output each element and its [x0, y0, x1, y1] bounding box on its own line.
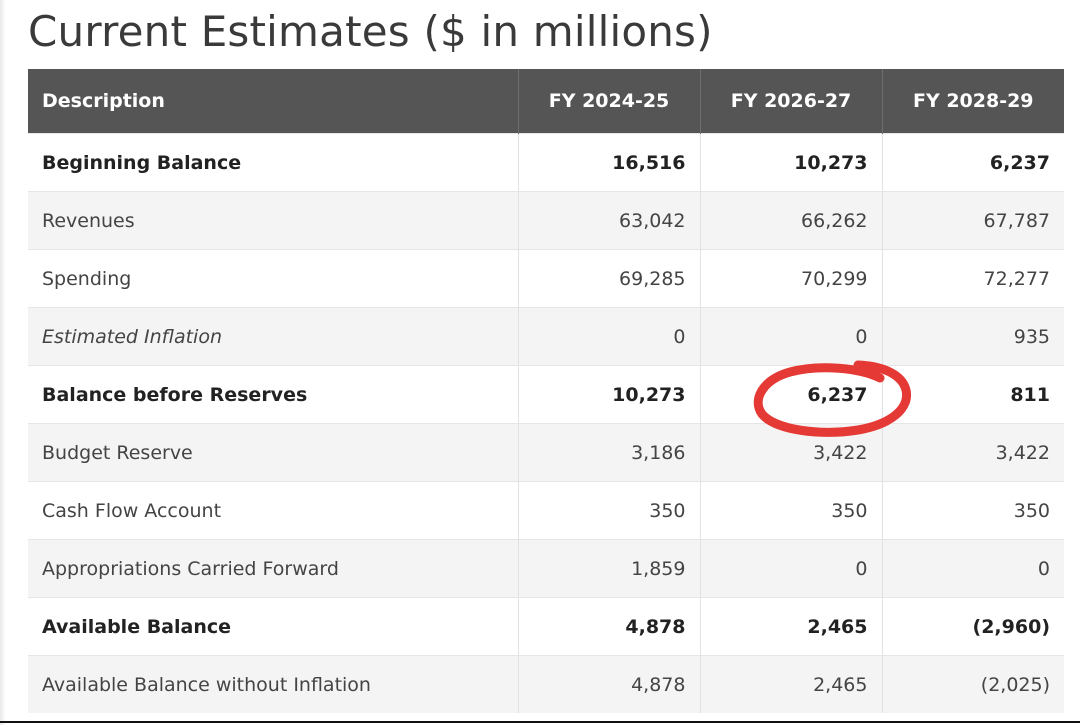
row-label: Balance before Reserves	[28, 365, 518, 424]
cell-value: 72,277	[881, 249, 1064, 308]
left-edge-shadow	[0, 0, 6, 725]
row-label: Available Balance without Inflation	[28, 655, 518, 713]
cell-value: 10,273	[517, 365, 700, 424]
cell-value: 63,042	[517, 191, 700, 250]
cell-value: 350	[699, 481, 882, 540]
table-row: Beginning Balance 16,516 10,273 6,237	[28, 133, 1064, 192]
table-row: Estimated Inflation 0 0 935	[28, 307, 1064, 366]
cell-value: 2,465	[699, 597, 882, 656]
estimates-table: Description FY 2024-25 FY 2026-27 FY 202…	[28, 69, 1064, 713]
cell-value: 0	[517, 307, 700, 366]
row-label: Appropriations Carried Forward	[28, 539, 518, 598]
table-header-row: Description FY 2024-25 FY 2026-27 FY 202…	[28, 69, 1064, 134]
row-label: Available Balance	[28, 597, 518, 656]
table-row: Balance before Reserves 10,273 6,237 811	[28, 365, 1064, 424]
cell-value: 4,878	[517, 597, 700, 656]
cell-value: 0	[699, 307, 882, 366]
cell-value: 6,237	[881, 133, 1064, 192]
cell-value: 4,878	[517, 655, 700, 713]
column-header-description: Description	[28, 69, 518, 134]
cell-value: 3,186	[517, 423, 700, 482]
cell-value: 935	[881, 307, 1064, 366]
column-header-fy-2028-29: FY 2028-29	[881, 69, 1064, 134]
cell-value: 2,465	[699, 655, 882, 713]
cell-value: 3,422	[699, 423, 882, 482]
row-label: Budget Reserve	[28, 423, 518, 482]
table-row: Revenues 63,042 66,262 67,787	[28, 191, 1064, 250]
cell-value: 16,516	[517, 133, 700, 192]
row-label: Beginning Balance	[28, 133, 518, 192]
cell-value: 0	[699, 539, 882, 598]
page-title: Current Estimates ($ in millions)	[28, 7, 713, 56]
cell-value: 811	[881, 365, 1064, 424]
estimates-table-container: Description FY 2024-25 FY 2026-27 FY 202…	[28, 69, 1064, 713]
bottom-border-line	[0, 721, 1080, 723]
cell-value: 10,273	[699, 133, 882, 192]
cell-value: 70,299	[699, 249, 882, 308]
row-label: Spending	[28, 249, 518, 308]
row-label: Cash Flow Account	[28, 481, 518, 540]
table-row: Cash Flow Account 350 350 350	[28, 481, 1064, 540]
cell-value: 0	[881, 539, 1064, 598]
column-header-fy-2024-25: FY 2024-25	[517, 69, 700, 134]
table-row: Budget Reserve 3,186 3,422 3,422	[28, 423, 1064, 482]
table-row: Available Balance without Inflation 4,87…	[28, 655, 1064, 713]
column-header-fy-2026-27: FY 2026-27	[699, 69, 882, 134]
row-label: Revenues	[28, 191, 518, 250]
table-row: Available Balance 4,878 2,465 (2,960)	[28, 597, 1064, 656]
cell-value: 67,787	[881, 191, 1064, 250]
cell-value: 3,422	[881, 423, 1064, 482]
table-row: Spending 69,285 70,299 72,277	[28, 249, 1064, 308]
cell-value: 1,859	[517, 539, 700, 598]
cell-value: (2,025)	[881, 655, 1064, 713]
cell-value-circled: 6,237	[699, 365, 882, 424]
cell-value: (2,960)	[881, 597, 1064, 656]
cell-value: 350	[881, 481, 1064, 540]
cell-value: 69,285	[517, 249, 700, 308]
cell-value: 66,262	[699, 191, 882, 250]
cell-value: 350	[517, 481, 700, 540]
row-label: Estimated Inflation	[28, 307, 518, 366]
table-row: Appropriations Carried Forward 1,859 0 0	[28, 539, 1064, 598]
